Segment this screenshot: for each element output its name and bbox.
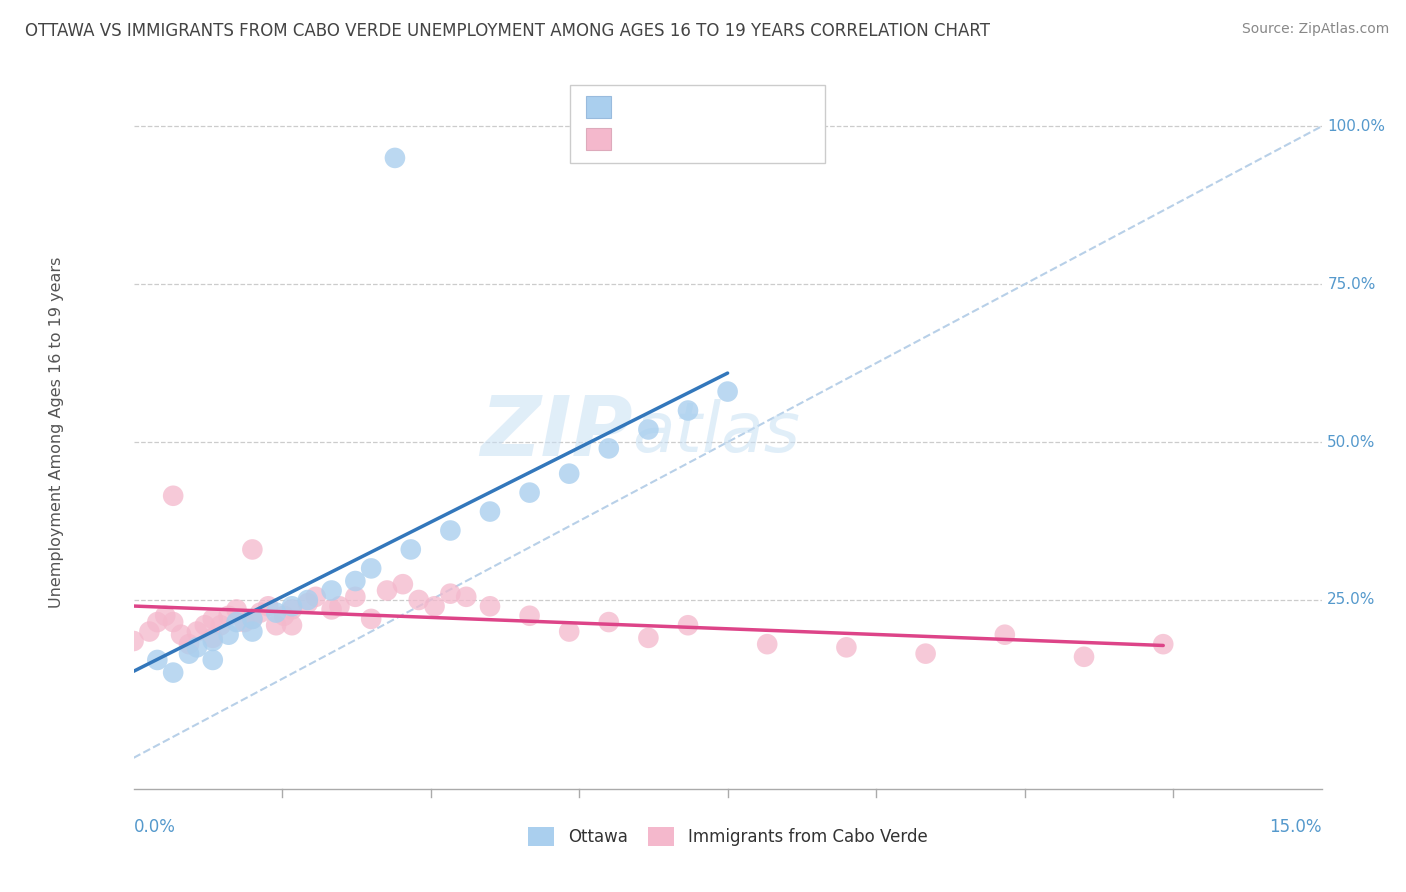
Point (249, 606, 271, 620)
Point (344, 590, 367, 604)
Point (242, 612, 264, 626)
Point (186, 640, 208, 655)
Point (344, 574, 367, 588)
Point (598, 442, 620, 456)
Point (598, 615, 620, 629)
Point (392, 577, 415, 591)
Point (170, 628, 193, 642)
Point (558, 624, 581, 639)
Point (162, 489, 184, 503)
Point (242, 612, 264, 626)
Point (201, 653, 224, 667)
Text: atlas: atlas (633, 399, 800, 467)
Text: 0.0%: 0.0% (134, 818, 176, 836)
Point (676, 403, 699, 417)
Point (328, 599, 350, 614)
Point (384, 151, 406, 165)
Point (478, 599, 502, 614)
Point (1073, 649, 1095, 664)
Point (637, 631, 659, 645)
Point (914, 647, 936, 661)
Point (676, 618, 699, 632)
Text: Source: ZipAtlas.com: Source: ZipAtlas.com (1241, 22, 1389, 37)
Point (321, 602, 343, 616)
Point (423, 599, 446, 614)
Point (297, 596, 319, 610)
Point (558, 467, 581, 481)
Point (399, 542, 422, 557)
Point (201, 612, 224, 626)
Point (273, 608, 295, 623)
Point (281, 618, 304, 632)
Point (218, 628, 240, 642)
Point (225, 615, 247, 629)
Point (1152, 637, 1174, 651)
Point (264, 606, 287, 620)
Text: ZIP: ZIP (479, 392, 633, 473)
Point (146, 615, 169, 629)
Point (146, 653, 169, 667)
Point (281, 602, 304, 616)
Text: 15.0%: 15.0% (1270, 818, 1322, 836)
Text: 75.0%: 75.0% (1327, 277, 1375, 292)
Point (360, 612, 382, 626)
Point (478, 504, 502, 518)
Point (994, 628, 1017, 642)
Point (242, 624, 264, 639)
Point (155, 608, 177, 623)
Point (257, 599, 280, 614)
Point (162, 665, 184, 680)
Text: R = 0.540   N = 26: R = 0.540 N = 26 (619, 99, 783, 114)
Point (201, 634, 224, 648)
Point (637, 422, 659, 436)
Text: R = 0.063   N = 48: R = 0.063 N = 48 (619, 131, 783, 146)
Point (264, 618, 287, 632)
Text: 50.0%: 50.0% (1327, 434, 1375, 450)
Point (375, 583, 398, 598)
Point (122, 634, 145, 648)
Point (456, 590, 478, 604)
Point (519, 485, 541, 500)
Point (439, 587, 461, 601)
Point (297, 593, 319, 607)
Point (186, 624, 208, 639)
Point (281, 599, 304, 614)
Point (321, 583, 343, 598)
Text: 100.0%: 100.0% (1327, 119, 1385, 134)
Text: 25.0%: 25.0% (1327, 592, 1375, 607)
Point (717, 384, 740, 399)
Point (360, 561, 382, 575)
Point (756, 637, 779, 651)
Point (305, 590, 328, 604)
Point (201, 631, 224, 645)
Text: OTTAWA VS IMMIGRANTS FROM CABO VERDE UNEMPLOYMENT AMONG AGES 16 TO 19 YEARS CORR: OTTAWA VS IMMIGRANTS FROM CABO VERDE UNE… (25, 22, 990, 40)
Point (408, 593, 430, 607)
Legend: Ottawa, Immigrants from Cabo Verde: Ottawa, Immigrants from Cabo Verde (522, 820, 934, 853)
Point (177, 647, 200, 661)
Point (233, 615, 256, 629)
Point (439, 524, 461, 538)
Text: Unemployment Among Ages 16 to 19 years: Unemployment Among Ages 16 to 19 years (49, 257, 63, 608)
Point (218, 608, 240, 623)
Point (519, 608, 541, 623)
Point (242, 542, 264, 557)
Point (209, 618, 232, 632)
Point (138, 624, 160, 639)
Point (835, 640, 858, 655)
Point (225, 602, 247, 616)
Point (162, 615, 184, 629)
Point (177, 637, 200, 651)
Point (194, 618, 217, 632)
